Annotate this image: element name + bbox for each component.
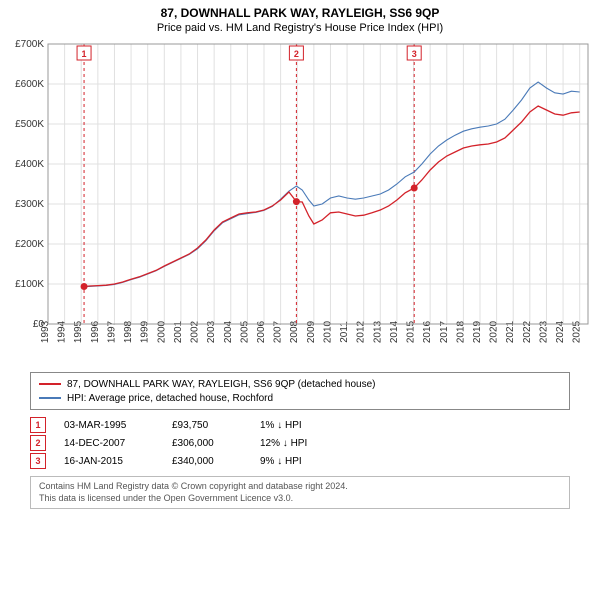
transaction-price: £306,000	[172, 438, 242, 449]
transaction-pct: 9% ↓ HPI	[260, 456, 380, 467]
svg-text:2: 2	[294, 49, 299, 59]
svg-text:£700K: £700K	[15, 39, 44, 50]
chart-title: 87, DOWNHALL PARK WAY, RAYLEIGH, SS6 9QP	[0, 0, 600, 20]
attribution-line: This data is licensed under the Open Gov…	[39, 493, 561, 505]
transaction-row: 1 03-MAR-1995 £93,750 1% ↓ HPI	[30, 416, 570, 434]
transaction-row: 2 14-DEC-2007 £306,000 12% ↓ HPI	[30, 434, 570, 452]
legend-swatch	[39, 383, 61, 385]
transaction-price: £93,750	[172, 420, 242, 431]
transaction-date: 03-MAR-1995	[64, 420, 154, 431]
transaction-pct: 1% ↓ HPI	[260, 420, 380, 431]
price-chart: £0£100K£200K£300K£400K£500K£600K£700K199…	[0, 38, 600, 368]
transaction-badge: 2	[30, 435, 46, 451]
svg-text:£300K: £300K	[15, 199, 44, 210]
legend-item: 87, DOWNHALL PARK WAY, RAYLEIGH, SS6 9QP…	[39, 377, 561, 391]
transaction-badge: 1	[30, 417, 46, 433]
legend-swatch	[39, 397, 61, 399]
transaction-date: 16-JAN-2015	[64, 456, 154, 467]
svg-text:£600K: £600K	[15, 79, 44, 90]
chart-subtitle: Price paid vs. HM Land Registry's House …	[0, 20, 600, 38]
svg-text:£100K: £100K	[15, 279, 44, 290]
transaction-pct: 12% ↓ HPI	[260, 438, 380, 449]
transaction-row: 3 16-JAN-2015 £340,000 9% ↓ HPI	[30, 452, 570, 470]
attribution-line: Contains HM Land Registry data © Crown c…	[39, 481, 561, 493]
svg-text:£500K: £500K	[15, 119, 44, 130]
svg-text:£400K: £400K	[15, 159, 44, 170]
transaction-price: £340,000	[172, 456, 242, 467]
attribution: Contains HM Land Registry data © Crown c…	[30, 476, 570, 509]
legend-label: HPI: Average price, detached house, Roch…	[67, 393, 273, 404]
transaction-date: 14-DEC-2007	[64, 438, 154, 449]
legend-label: 87, DOWNHALL PARK WAY, RAYLEIGH, SS6 9QP…	[67, 379, 375, 390]
svg-text:£200K: £200K	[15, 239, 44, 250]
legend: 87, DOWNHALL PARK WAY, RAYLEIGH, SS6 9QP…	[30, 372, 570, 410]
transactions-table: 1 03-MAR-1995 £93,750 1% ↓ HPI 2 14-DEC-…	[30, 416, 570, 470]
svg-text:1: 1	[82, 49, 87, 59]
transaction-badge: 3	[30, 453, 46, 469]
svg-text:3: 3	[412, 49, 417, 59]
legend-item: HPI: Average price, detached house, Roch…	[39, 391, 561, 405]
